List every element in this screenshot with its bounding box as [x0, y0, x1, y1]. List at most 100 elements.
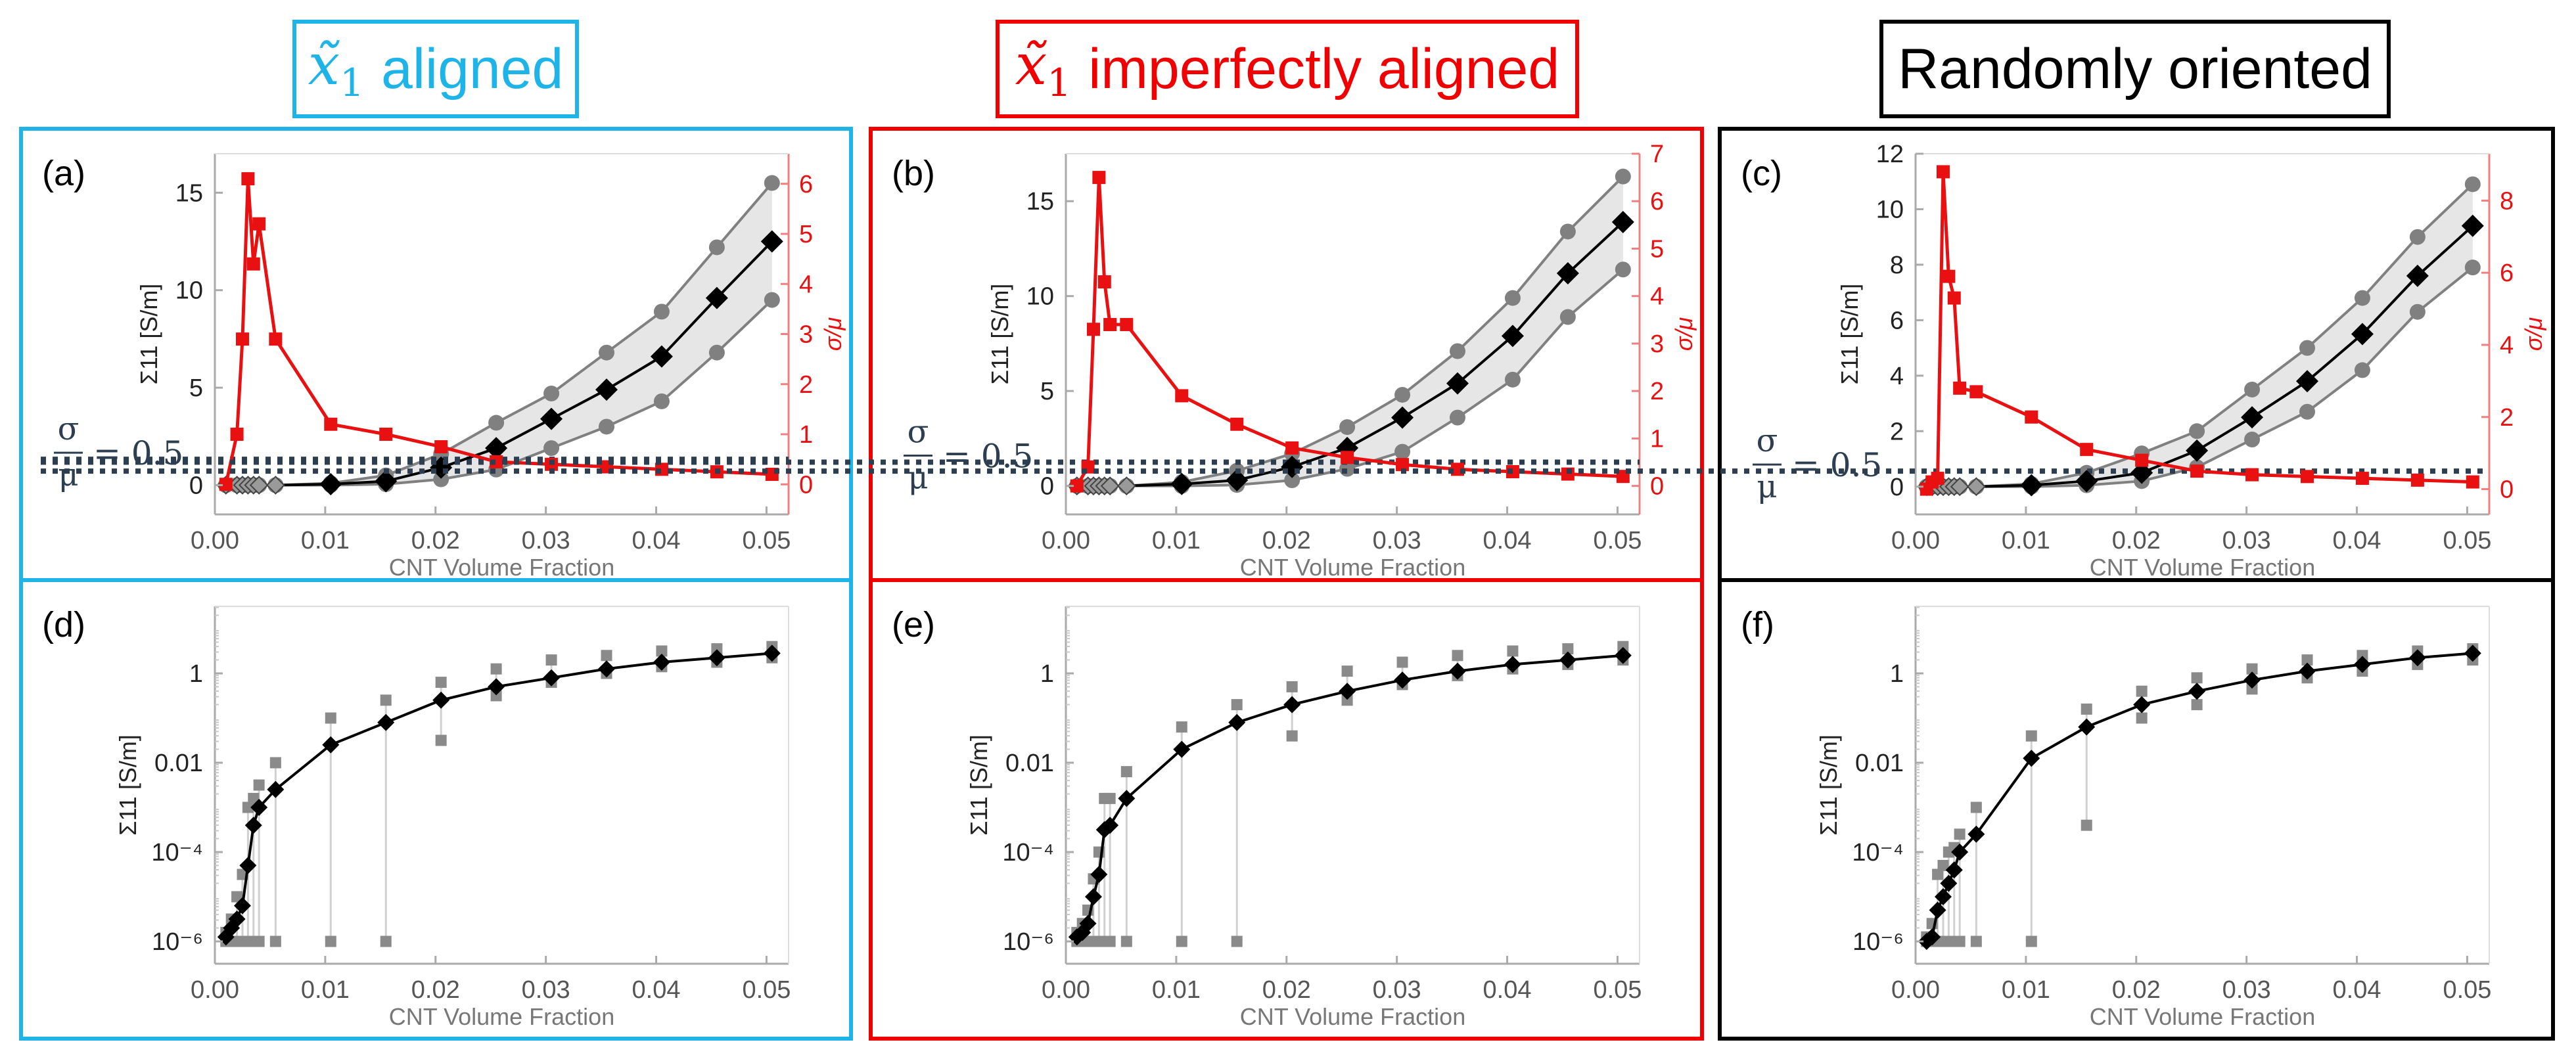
y-tick-label: 10⁻⁴ [1002, 839, 1054, 867]
min-point [253, 935, 265, 947]
sigma-mu-point [2410, 473, 2424, 487]
sigma-mu-point [2300, 470, 2314, 484]
mean-point [1100, 476, 1120, 496]
max-point [1452, 650, 1463, 662]
max-point [1507, 645, 1519, 657]
min-point [325, 935, 336, 947]
panel-label: (a) [42, 154, 85, 193]
lower-bound-point [2299, 403, 2315, 420]
x-tick-label: 0.02 [1262, 527, 1311, 554]
x-tick-label: 0.01 [1152, 527, 1201, 554]
max-point [1286, 681, 1298, 692]
mean-point [2188, 683, 2206, 700]
lower-bound-point [653, 393, 670, 409]
x-tick-label: 0.01 [2002, 976, 2050, 1004]
y-axis-title: Σ11 [S/m] [1815, 734, 1842, 836]
max-point [325, 712, 336, 724]
chart-panel-c: 0.00 0.01 0.02 0.03 0.04 0.0502468101202468CN… [41, 141, 2547, 581]
mean-point [1929, 901, 1946, 919]
confidence-band [225, 183, 772, 485]
y-axis-title: Σ11 [S/m] [986, 284, 1013, 385]
y-tick-label: 5 [189, 374, 203, 402]
panel-label: (d) [42, 605, 85, 644]
threshold-mu: μ [1757, 468, 1777, 505]
mean-point [1945, 861, 1963, 879]
y2-tick-label: 2 [1650, 378, 1664, 405]
x-tick-label: 0.04 [2333, 976, 2381, 1004]
lower-bound-point [2409, 304, 2426, 320]
header-title: imperfectly aligned [1088, 37, 1560, 101]
mean-point [1951, 844, 1969, 861]
lower-bound-point [433, 471, 449, 487]
y2-tick-label: 3 [1650, 330, 1664, 358]
confidence-band [1926, 184, 2473, 487]
sigma-mu-point [2466, 475, 2479, 489]
sigma-mu-point [230, 428, 244, 441]
sigma-mu-line [224, 178, 772, 485]
mean-point [2133, 696, 2151, 713]
sigma-mu-point [2190, 464, 2204, 478]
sigma-mu-point [434, 440, 448, 454]
y2-tick-label: 2 [799, 371, 813, 399]
mean-point [2020, 474, 2043, 497]
header-title: aligned [381, 37, 564, 101]
y2-tick-label: 6 [1650, 188, 1664, 215]
sigma-mu-point [1120, 318, 1134, 332]
lower-bound-point [708, 344, 725, 361]
mean-point [1614, 646, 1632, 664]
y2-tick-label: 3 [799, 321, 813, 349]
x-tick-label: 0.05 [2443, 976, 2491, 1004]
sigma-mu-point [1175, 389, 1189, 403]
x-tick-label: 0.01 [301, 976, 350, 1004]
sigma-mu-point [219, 478, 233, 491]
mean-point [653, 654, 670, 671]
x-tick-label: 0.02 [2112, 527, 2161, 554]
mean-point [2186, 439, 2209, 462]
y-tick-label: 10⁻⁴ [1852, 839, 1904, 867]
y-tick-label: 0 [189, 472, 203, 499]
x-tick-label: 0.03 [1373, 976, 1421, 1004]
mean-point [319, 473, 342, 496]
min-point [1176, 935, 1187, 947]
y-tick-label: 1 [189, 660, 203, 688]
max-point [1970, 801, 1982, 813]
lower-bound-point [543, 440, 560, 457]
sigma-mu-point [1230, 417, 1244, 431]
sigma-mu-point [1931, 472, 1944, 485]
y2-tick-label: 5 [799, 221, 813, 248]
min-point [490, 690, 502, 702]
sigma-mu-point [2355, 472, 2369, 485]
mean-point [2243, 671, 2261, 689]
y2-tick-label: 4 [2500, 332, 2514, 359]
chart-panel-d: 0.00 0.01 0.02 0.03 0.04 0.05 10⁻⁶ 10⁻⁴ 0.01 1 CNT… [42, 605, 791, 1030]
chart-panel-e: 0.00 0.01 0.02 0.03 0.04 0.05 10⁻⁶ 10⁻⁴ 0.01 1 CNT… [892, 605, 1642, 1030]
y-axis-title: Σ11 [S/m] [1836, 284, 1863, 385]
upper-bound-point [708, 239, 725, 256]
mean-point [485, 437, 508, 460]
column-header-imperfect: x̃1 imperfectly aligned [996, 20, 1579, 118]
sigma-mu-point [324, 417, 338, 431]
max-point [490, 663, 502, 675]
mean-point [2353, 656, 2371, 673]
max-point [601, 650, 612, 662]
min-point [2246, 683, 2258, 695]
mean-point [597, 660, 615, 678]
sigma-mu-point [1969, 385, 1983, 399]
y-tick-label: 8 [1890, 252, 1904, 279]
threshold-value: = 0.5 [93, 434, 183, 472]
symbol-subscript: 1 [340, 60, 365, 106]
mean-point [1101, 817, 1119, 834]
mean-point [2351, 323, 2374, 346]
mean-point [1283, 696, 1301, 713]
threshold-mu: μ [908, 460, 928, 497]
y-tick-label: 0 [1040, 473, 1054, 501]
y2-tick-label: 1 [799, 421, 813, 449]
symbol-base: x̃ [1015, 32, 1047, 99]
mean-point [1394, 671, 1412, 689]
y-tick-label: 10⁻⁶ [1003, 928, 1054, 956]
y-tick-label: 1 [1890, 660, 1904, 688]
upper-bound-point [2409, 229, 2426, 245]
mean-point [2078, 718, 2096, 736]
mean-point [265, 476, 285, 495]
mean-point [763, 644, 781, 662]
